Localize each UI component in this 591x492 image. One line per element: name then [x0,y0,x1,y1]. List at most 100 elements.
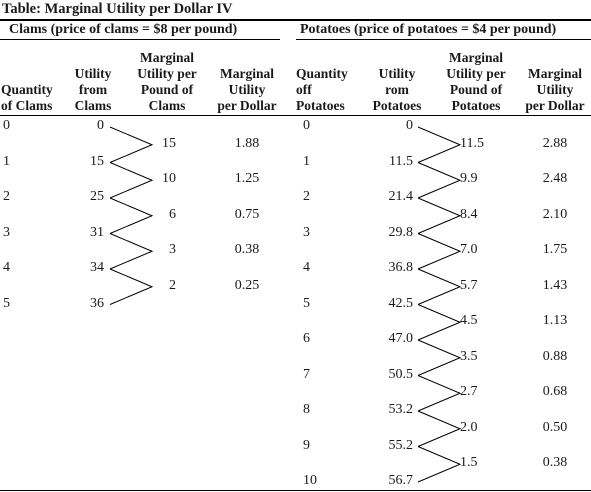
potatoes-group-title: Potatoes (price of potatoes = $4 per pou… [300,22,557,37]
potatoes-quantity-cell: 2 [303,189,310,204]
potatoes-mud-cell: 2.48 [542,171,568,187]
clams-mu-cell: 15 [162,135,176,151]
potatoes-mud-cell: 2.88 [542,135,568,151]
potatoes-utility-cell: 50.5 [388,366,414,382]
potatoes-utility-cell: 21.4 [388,189,414,204]
potatoes-mu-cell: 4.5 [460,313,478,329]
potatoes-header-quantity: Potatoes [296,98,345,113]
zigzag-segment [417,268,462,305]
clams-utility-cell: 0 [97,118,104,133]
zigzag-segment [417,233,462,270]
zigzag-segment [417,162,462,199]
potatoes-header-mu: Potatoes [451,98,501,113]
potatoes-mud-cell: 1.13 [542,313,568,329]
clams-header-mu: Marginal [140,50,194,65]
zigzag-segment [417,126,462,163]
clams-utility-cell: 25 [90,189,104,204]
clams-quantity-cell: 1 [3,153,10,169]
clams-utility-cell: 31 [90,224,104,240]
potatoes-mud-cell: 0.88 [542,348,568,364]
clams-utility-cell: 15 [90,153,104,169]
potatoes-quantity-cell: 1 [303,153,310,169]
potatoes-utility-cell: 56.7 [388,473,414,488]
potatoes-header-mud: Utility [536,82,574,97]
potatoes-utility-cell: 53.2 [388,402,414,417]
top-rule [0,19,591,21]
potatoes-group-rule [296,39,591,40]
potatoes-quantity-cell: 4 [303,260,310,275]
zigzag-segment [109,268,154,305]
clams-header-quantity: of Clams [1,98,53,113]
zigzag-segment [109,126,154,163]
potatoes-quantity-cell: 3 [303,224,310,240]
potatoes-quantity-cell: 6 [303,331,310,346]
potatoes-header-utility: Potatoes [372,98,422,113]
clams-mud-cell: 0.38 [234,242,260,258]
clams-quantity-cell: 5 [3,295,10,311]
potatoes-quantity-cell: 5 [303,295,310,311]
clams-header-mu: Clams [148,98,186,113]
clams-header-mu: Pound of [140,82,194,97]
clams-quantity-cell: 2 [3,189,10,204]
clams-mu-cell: 6 [169,206,176,222]
clams-header-utility: Clams [74,98,112,113]
potatoes-utility-cell: 29.8 [388,224,414,240]
zigzag-segment [109,233,154,270]
potatoes-mud-cell: 0.38 [542,455,568,471]
clams-header-mud: Utility [228,82,266,97]
potatoes-mu-cell: 9.9 [460,171,478,187]
potatoes-quantity-cell: 0 [303,118,310,133]
potatoes-mud-cell: 1.43 [542,277,568,293]
clams-quantity-cell: 4 [3,260,10,275]
potatoes-header-mu: Pound of [449,82,503,97]
clams-header-quantity: Quantity [1,82,53,97]
potatoes-mud-cell: 0.50 [542,419,568,435]
potatoes-mu-cell: 3.5 [460,348,478,364]
potatoes-header-utility: rom [385,82,409,97]
zigzag-segment [417,304,462,341]
table-title: Table: Marginal Utility per Dollar IV [2,1,233,17]
zigzag-segment [417,197,462,234]
potatoes-utility-cell: 47.0 [388,331,414,346]
zigzag-segment [417,446,462,483]
clams-header-mu: Utility per [137,66,197,81]
potatoes-quantity-cell: 9 [303,437,310,453]
clams-quantity-cell: 0 [3,118,10,133]
potatoes-mud-cell: 2.10 [542,206,568,222]
clams-mud-cell: 0.75 [234,206,260,222]
potatoes-header-mu: Utility per [446,66,506,81]
clams-mu-cell: 3 [169,242,176,258]
potatoes-header-utility: Utility [378,66,416,81]
potatoes-mud-cell: 0.68 [542,384,568,400]
potatoes-utility-cell: 11.5 [389,153,413,169]
clams-mud-cell: 1.25 [234,171,260,187]
header-rule [0,115,591,116]
clams-mud-cell: 1.88 [234,135,260,151]
clams-header-mud: Marginal [220,66,274,81]
clams-utility-cell: 36 [90,295,104,311]
potatoes-quantity-cell: 10 [303,473,317,488]
potatoes-header-mu: Marginal [449,50,503,65]
potatoes-mu-cell: 7.0 [460,242,478,258]
potatoes-utility-cell: 55.2 [388,437,414,453]
potatoes-header-mud: Marginal [528,66,582,81]
potatoes-utility-cell: 0 [406,118,413,133]
bottom-rule [0,490,591,491]
clams-utility-cell: 34 [90,260,104,275]
clams-mu-cell: 10 [162,171,176,187]
zigzag-segment [109,197,154,234]
potatoes-quantity-cell: 8 [303,402,310,417]
potatoes-mu-cell: 11.5 [460,135,484,151]
clams-header-utility: from [78,82,108,97]
potatoes-mu-cell: 5.7 [460,277,478,293]
clams-header-mud: per Dollar [217,98,277,113]
potatoes-header-quantity: off [296,82,312,97]
potatoes-mu-cell: 8.4 [460,206,478,222]
potatoes-utility-cell: 42.5 [388,295,414,311]
potatoes-utility-cell: 36.8 [388,260,414,275]
clams-group-rule [0,39,280,40]
potatoes-header-quantity: Quantity [296,66,348,81]
zigzag-segment [417,339,462,376]
clams-mud-cell: 0.25 [234,277,260,293]
